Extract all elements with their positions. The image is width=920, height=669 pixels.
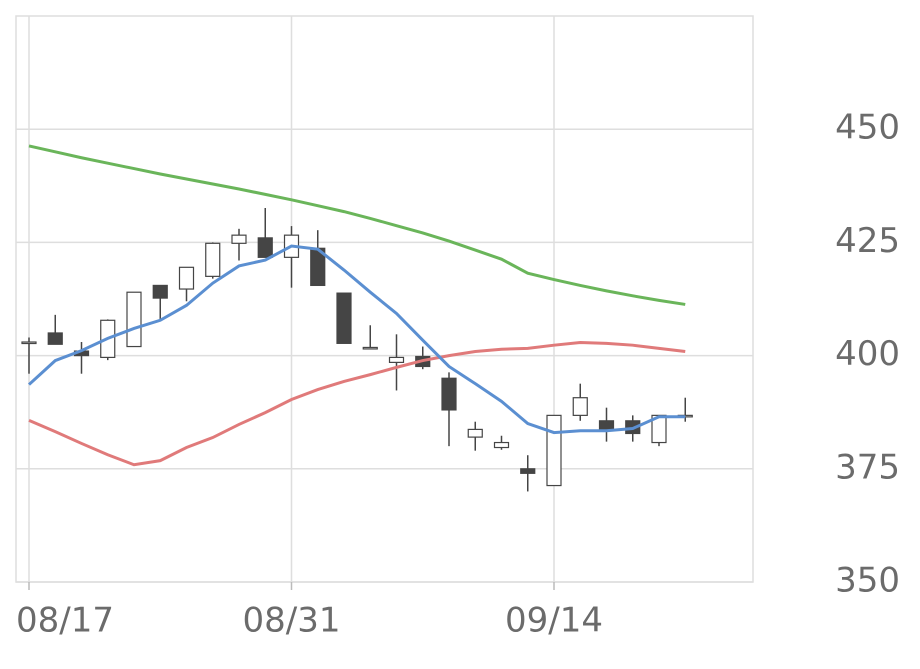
- y-tick-label: 375: [835, 447, 900, 487]
- candle-body: [257, 237, 273, 258]
- candle-body: [231, 234, 247, 244]
- candle-body: [520, 468, 536, 474]
- candle-body: [336, 292, 352, 344]
- candle-body: [21, 341, 37, 345]
- candle-body: [388, 356, 405, 363]
- candle-body: [572, 397, 588, 416]
- y-tick-label: 450: [835, 108, 900, 148]
- candle-body: [47, 332, 63, 345]
- candle-body: [546, 414, 562, 487]
- candle-body: [152, 284, 168, 299]
- candle-body: [126, 291, 142, 348]
- moving-average-line: [28, 340, 686, 467]
- moving-average-line: [27, 244, 686, 435]
- candle-body: [178, 266, 195, 290]
- y-tick-label: 350: [835, 561, 900, 601]
- x-tick-label: 08/31: [243, 601, 341, 641]
- x-tick-label: 09/14: [505, 601, 603, 641]
- y-tick-label: 400: [835, 334, 900, 374]
- candle-body: [362, 346, 378, 350]
- y-tick-label: 425: [835, 221, 900, 261]
- x-tick-label: 08/17: [16, 601, 114, 641]
- candle-body: [205, 242, 221, 277]
- candle-body: [441, 377, 457, 411]
- candle-body: [493, 441, 510, 449]
- candle-body: [467, 428, 483, 438]
- moving-average-line: [28, 144, 686, 306]
